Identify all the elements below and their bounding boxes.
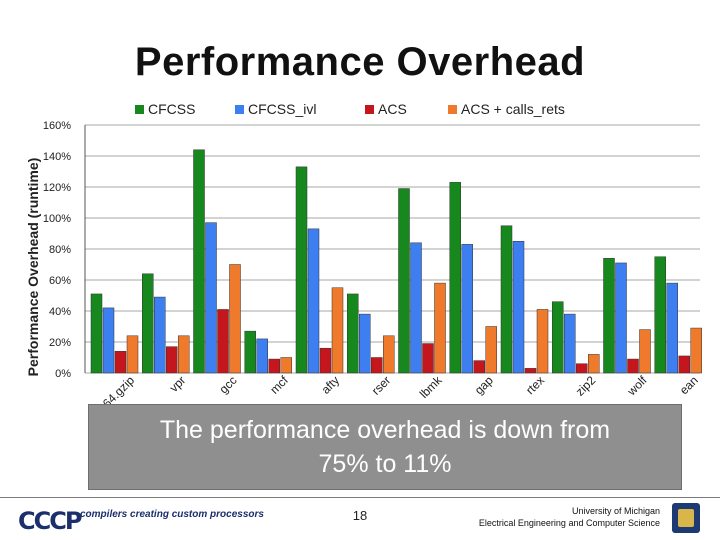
bar-acs-8 (524, 368, 537, 374)
bar-cfcss-ivl-8 (512, 241, 525, 374)
bar-cfcss-3 (244, 330, 256, 374)
y-tick-label: 160% (43, 120, 71, 132)
bar-cfcss-2 (193, 149, 205, 374)
y-axis-label: Performance Overhead (runtime) (25, 158, 41, 377)
bar-acs-calls-rets-5 (383, 335, 395, 374)
bar-acs-calls-rets-8 (536, 309, 549, 374)
x-tick-label: ean (677, 373, 701, 397)
bar-acs-calls-rets-1 (178, 335, 190, 374)
bar-acs-calls-rets-3 (280, 357, 292, 374)
bar-chart: 0% 20% 40% 60% 80% 100% 120% 140% 160% 164.gzip vp… (25, 101, 702, 405)
x-tick-label: rser (369, 373, 394, 398)
slide-title: Performance Overhead (134, 40, 586, 84)
affiliation-university: University of Michigan (571, 506, 660, 516)
bar-cfcss-4 (295, 166, 308, 374)
callout-line-1: The performance overhead is down from (159, 416, 611, 444)
legend-label-3: ACS + calls_rets (461, 101, 565, 117)
x-tick-label: afty (319, 373, 343, 397)
bar-cfcss-ivl-3 (256, 338, 268, 374)
bar-cfcss-11 (654, 256, 666, 374)
y-tick-label: 120% (43, 182, 71, 194)
x-tick-label: 164.gzip (95, 373, 137, 405)
cccp-logo: CCCP compilers creating custom processor… (18, 503, 318, 535)
affiliation: University of Michigan Electrical Engine… (479, 505, 660, 529)
y-tick-label: 60% (49, 275, 71, 287)
page-number: 18 (352, 508, 368, 523)
affiliation-department: Electrical Engineering and Computer Scie… (478, 518, 660, 528)
x-tick-label: gap (472, 373, 496, 397)
y-tick-label: 40% (49, 306, 71, 318)
bar-cfcss-ivl-9 (564, 313, 576, 374)
bar-cfcss-5 (347, 293, 359, 374)
legend-label-1: CFCSS_ivl (248, 101, 316, 117)
y-tick-label: 140% (43, 151, 71, 163)
university-seal-icon (672, 503, 700, 533)
bar-cfcss-ivl-11 (666, 282, 678, 374)
bar-acs-4 (319, 347, 332, 374)
legend-swatch-2 (365, 105, 374, 114)
x-tick-label: wolf (624, 373, 650, 399)
bar-acs-1 (166, 346, 178, 374)
bar-acs-9 (576, 363, 588, 374)
bar-cfcss-0 (90, 293, 103, 374)
bar-acs-calls-rets-0 (126, 335, 139, 374)
bar-acs-3 (268, 358, 280, 374)
chart-bars (90, 149, 702, 374)
x-tick-label: mcf (267, 373, 291, 397)
bar-acs-6 (422, 343, 434, 374)
cccp-logo-tagline: compilers creating custom processors (80, 509, 264, 520)
legend-swatch-0 (135, 105, 144, 114)
bar-acs-11 (678, 355, 690, 374)
bar-cfcss-ivl-0 (102, 307, 115, 374)
bar-cfcss-ivl-5 (359, 313, 371, 374)
legend-swatch-1 (235, 105, 244, 114)
footer-divider (0, 497, 720, 498)
bar-acs-calls-rets-2 (229, 264, 241, 374)
bar-cfcss-8 (500, 225, 513, 374)
x-tick-label: rtex (523, 373, 547, 397)
y-tick-label: 20% (49, 337, 71, 349)
bar-cfcss-10 (603, 258, 615, 374)
legend-label-2: ACS (378, 101, 407, 117)
bar-cfcss-7 (449, 182, 461, 374)
bar-acs-calls-rets-9 (588, 354, 600, 374)
cccp-logo-mark: CCCP (18, 507, 82, 535)
legend-swatch-3 (448, 105, 457, 114)
bar-cfcss-ivl-1 (154, 296, 166, 374)
bar-acs-10 (627, 358, 639, 374)
bar-cfcss-ivl-7 (461, 244, 473, 374)
bar-cfcss-9 (552, 301, 564, 374)
y-tick-label: 100% (43, 213, 71, 225)
bar-acs-calls-rets-7 (485, 326, 497, 374)
bar-acs-calls-rets-4 (331, 287, 344, 374)
chart-legend: CFCSS CFCSS_ivl ACS ACS + calls_rets (135, 101, 565, 117)
bar-cfcss-ivl-4 (307, 228, 320, 374)
bar-cfcss-ivl-6 (410, 242, 422, 374)
bar-acs-calls-rets-6 (434, 282, 446, 374)
callout-line-2: 75% to 11% (318, 450, 452, 478)
bar-acs-0 (114, 351, 127, 374)
callout-box: The performance overhead is down from 75… (88, 404, 682, 490)
bar-cfcss-6 (398, 188, 410, 374)
y-tick-label: 80% (49, 244, 71, 256)
bar-acs-7 (473, 360, 485, 374)
bar-cfcss-ivl-2 (205, 222, 217, 374)
bar-acs-2 (217, 309, 229, 374)
bar-cfcss-ivl-10 (615, 262, 627, 374)
bar-acs-calls-rets-11 (690, 327, 702, 374)
x-tick-label: zip2 (573, 373, 599, 399)
bar-cfcss-1 (142, 273, 154, 374)
x-tick-label: lbmk (417, 373, 446, 402)
legend-label-0: CFCSS (148, 101, 195, 117)
bar-acs-calls-rets-10 (639, 329, 651, 374)
y-tick-label: 0% (55, 368, 71, 380)
x-tick-label: vpr (167, 373, 189, 395)
x-tick-label: gcc (217, 373, 240, 396)
bar-acs-5 (371, 357, 383, 374)
